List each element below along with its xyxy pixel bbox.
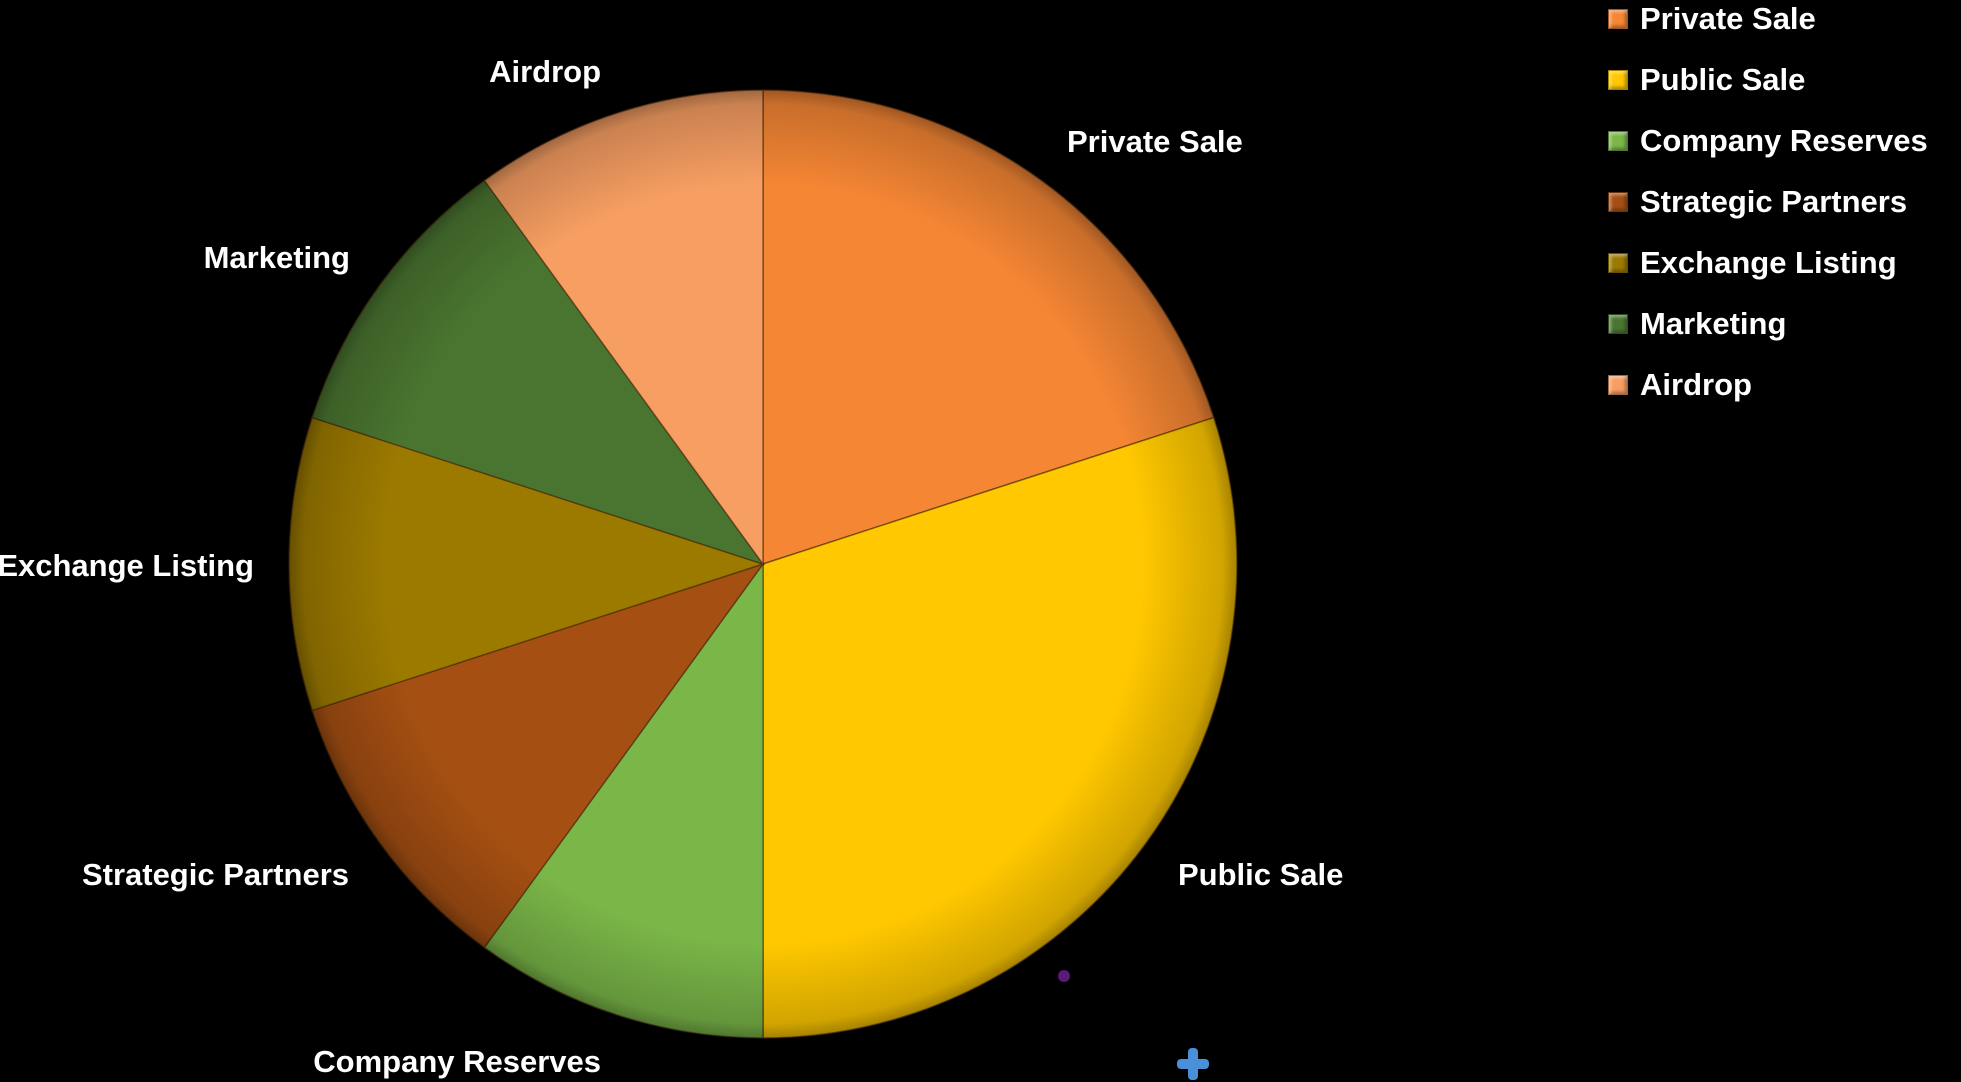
- legend-item-company-reserves: Company Reserves: [1608, 110, 1928, 171]
- slice-label-marketing: Marketing: [204, 240, 350, 275]
- legend-swatch: [1608, 192, 1628, 212]
- decorative-dot: [1058, 970, 1070, 982]
- legend-label: Company Reserves: [1640, 123, 1928, 159]
- legend-label: Airdrop: [1640, 367, 1752, 403]
- legend-label: Public Sale: [1640, 62, 1805, 98]
- legend-swatch: [1608, 375, 1628, 395]
- legend-swatch: [1608, 70, 1628, 90]
- slice-label-airdrop: Airdrop: [489, 54, 601, 89]
- legend-item-airdrop: Airdrop: [1608, 354, 1928, 415]
- slice-label-strategic-partners: Strategic Partners: [82, 857, 349, 892]
- legend-swatch: [1608, 253, 1628, 273]
- legend-item-public-sale: Public Sale: [1608, 49, 1928, 110]
- cursor-crosshair-icon: [1177, 1048, 1209, 1080]
- legend-item-marketing: Marketing: [1608, 293, 1928, 354]
- legend-swatch: [1608, 131, 1628, 151]
- legend-label: Private Sale: [1640, 1, 1816, 37]
- legend-swatch: [1608, 314, 1628, 334]
- pie-slices: [289, 90, 1237, 1038]
- legend-item-private-sale: Private Sale: [1608, 0, 1928, 49]
- legend-label: Strategic Partners: [1640, 184, 1907, 220]
- slice-label-company-reserves: Company Reserves: [313, 1044, 601, 1079]
- legend-item-exchange-listing: Exchange Listing: [1608, 232, 1928, 293]
- slice-label-public-sale: Public Sale: [1178, 857, 1343, 892]
- slice-label-exchange-listing: Exchange Listing: [0, 548, 254, 583]
- legend-label: Exchange Listing: [1640, 245, 1897, 281]
- legend-label: Marketing: [1640, 306, 1786, 342]
- chart-legend: Private Sale Public Sale Company Reserves S…: [1608, 0, 1928, 415]
- slice-label-private-sale: Private Sale: [1067, 124, 1243, 159]
- legend-swatch: [1608, 9, 1628, 29]
- legend-item-strategic-partners: Strategic Partners: [1608, 171, 1928, 232]
